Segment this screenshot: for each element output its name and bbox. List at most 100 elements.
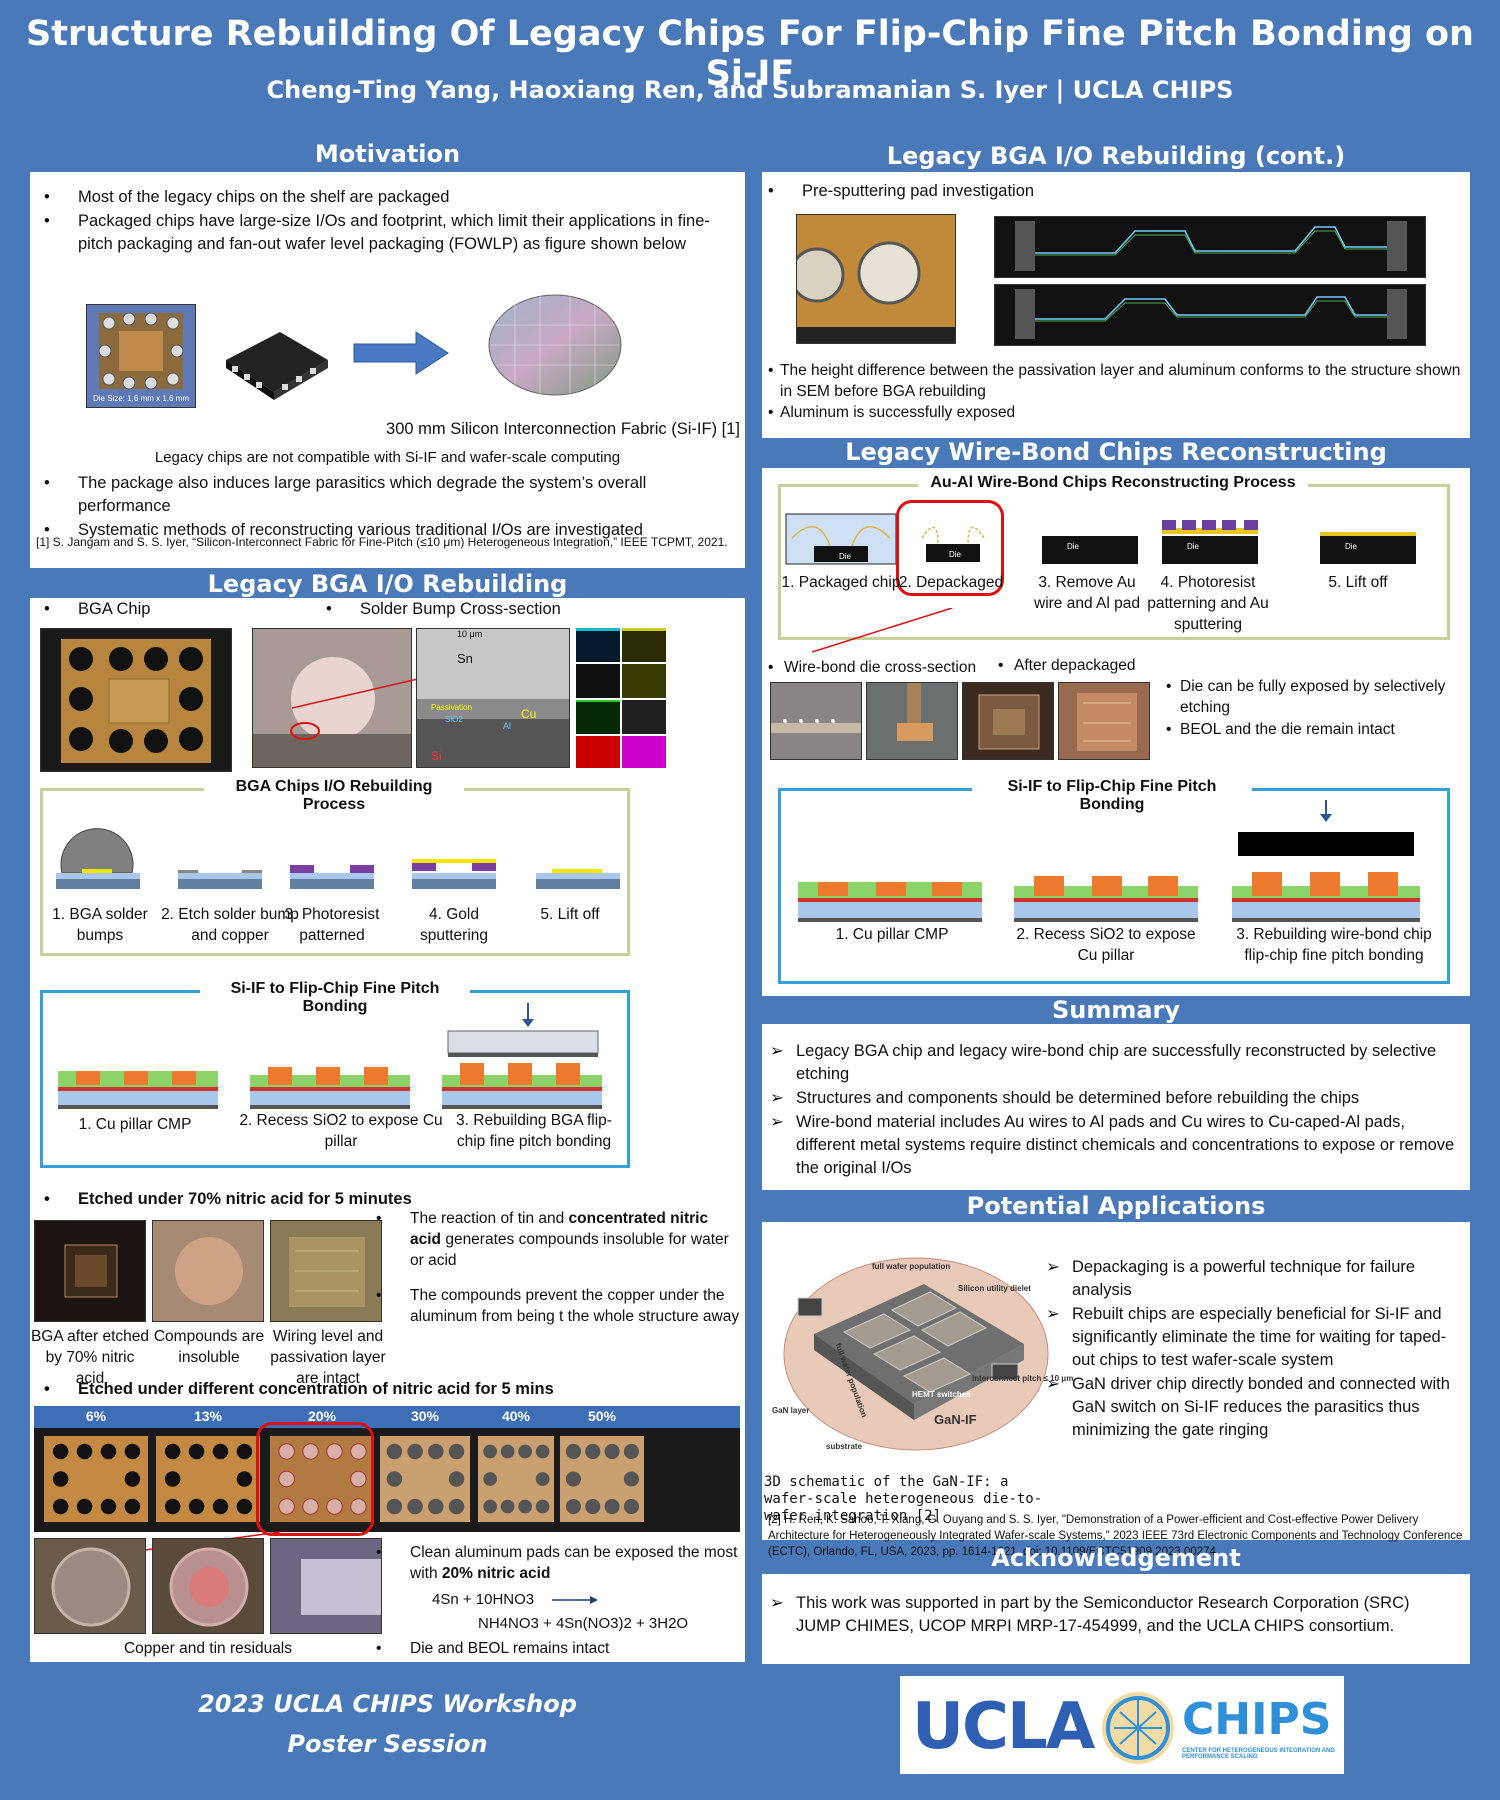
wirebond-heading: Legacy Wire-Bond Chips Reconstructing [845,438,1387,466]
bga-bond-step-3: 3. Rebuilding BGA flip-chip fine pitch b… [456,1112,612,1150]
conc-strip [34,1428,740,1532]
bga-chip-photo [40,628,232,772]
conc-chip-photo [156,1436,260,1522]
wirebond-process-diagram [785,513,1416,565]
bga-process-box [40,788,630,956]
wb-step-5-graphic [1320,532,1416,564]
conc-label: 30% [410,1408,440,1424]
conc-chip-photo [44,1436,148,1522]
conc-chip-photo [478,1436,554,1522]
schematic-caption: 3D schematic of the GaN-IF: a wafer-scal… [764,1474,1043,1524]
profile-plot-2 [994,284,1426,346]
wb-bond-step-1-graphic [798,882,982,922]
bga-panel: BGA Chip Solder Bump Cross-section 10 μm… [30,598,745,1662]
wafer-caption: 300 mm Silicon Interconnection Fabric (S… [386,420,740,438]
bga-heading: Legacy BGA I/O Rebuilding [207,570,568,598]
clean-bullet: Clean aluminum pads can be exposed the m… [370,1542,742,1584]
wb-photo-1 [770,682,862,760]
etch70-bullets: The reaction of tin and concentrated nit… [370,1208,742,1328]
ack-heading: Acknowledgement [991,1544,1241,1572]
wirebond-panel: Au-Al Wire-Bond Chips Reconstructing Pro… [762,468,1470,996]
motivation-bullet: The package also induces large parasitic… [38,472,728,518]
bga-process-diagram [56,828,620,889]
die-label: Die [1186,542,1199,551]
chips-globe-icon [1102,1692,1174,1764]
wb-bullet: Die can be fully exposed by selectively … [1160,676,1460,718]
bga-cont-bullets: • The height difference between the passi… [768,360,1468,423]
sem-label-al: Al [503,721,512,731]
callout-line [292,677,423,709]
bga-bond-diagram [58,1003,602,1109]
wb-step-3: 3. Remove Au wire and Al pad [1034,574,1140,612]
conc-label-bar [34,1406,740,1428]
reaction-arrow-icon [552,1596,598,1604]
etch70-photo-1 [34,1220,146,1322]
etch70-photo-2 [152,1220,264,1322]
wb-bond-title: Si-IF to Flip-Chip Fine Pitch Bonding [972,778,1252,814]
wb-step-4: 4. Photoresist patterning and Au sputter… [1147,574,1269,633]
bga-step-3: 3. Photoresist patterned [284,906,380,944]
motivation-bullet: Most of the legacy chips on the shelf ar… [38,186,728,209]
wb-bond-step-1: 1. Cu pillar CMP [835,926,949,943]
poster-title: Structure Rebuilding Of Legacy Chips For… [26,14,1474,94]
wb-photo-4 [1058,682,1150,760]
schematic-label: GaN layer [772,1406,810,1415]
etch70-photo-3 [270,1220,382,1322]
applications-ref: [2] H. Ren, K. Sahoo, T. Xiang, G. Ouyan… [768,1514,1463,1558]
conc-title: Etched under different concentration of … [38,1378,678,1401]
residual-photo-2 [152,1538,264,1634]
wb-bond-step-2-graphic [1014,876,1198,922]
etch70-title: Etched under 70% nitric acid for 5 minut… [38,1188,558,1211]
schematic-label: GaN-IF [934,1412,977,1427]
applications-bullet: Rebuilt chips are especially beneficial … [1042,1303,1462,1372]
conc-chip-photo [380,1436,470,1522]
wb-step-3-graphic [1042,536,1138,564]
motivation-bullets: Most of the legacy chips on the shelf ar… [38,186,728,257]
motivation-bullets-2: The package also induces large parasitic… [38,472,728,543]
sem-label-sio2: SiO2 [445,715,463,724]
step-4-graphic [412,859,496,889]
summary-bullet: Legacy BGA chip and legacy wire-bond chi… [766,1040,1456,1086]
pad-photo [796,214,956,344]
conc-label: 13% [193,1408,223,1424]
schematic-label: HEMT switches [912,1390,971,1399]
profile-plot-1 [994,216,1426,278]
cross-label: Wire-bond die cross-section [784,659,977,676]
cross-section-label: Solder Bump Cross-section [320,598,680,621]
step-1-graphic [56,828,140,889]
motivation-bullet: Packaged chips have large-size I/Os and … [38,210,728,256]
bond-step-3-graphic [442,1003,602,1109]
conc-labels: 6% 13% 20% 30% 40% 50% [34,1406,740,1428]
equation-reactants: 4Sn + 10HNO3 [432,1591,535,1608]
wb-step-1: 1. Packaged chip [781,574,901,591]
bga-step-1: 1. BGA solder bumps [52,906,148,944]
etch70-bullet-2: The compounds prevent the copper under t… [370,1285,742,1327]
bga-cont-heading: Legacy BGA I/O Rebuilding (cont.) [886,142,1346,170]
applications-heading: Potential Applications [966,1192,1266,1220]
bga-bond-step-2: 2. Recess SiO2 to expose Cu pillar [239,1112,443,1150]
logo-chips: CHIPS [1182,1694,1332,1745]
conc-label: 40% [501,1408,531,1424]
packaged-chip-photo: Die Size: 1.6 mm x 1.6 mm [86,304,196,408]
logo-ucla: UCLA [912,1690,1095,1764]
wb-bond-step-2: 2. Recess SiO2 to expose Cu pillar [1016,926,1196,964]
footer-line-2: Poster Session [287,1730,488,1758]
wb-bullet: BEOL and the die remain intact [1160,719,1460,740]
etch70-bullet-1: The reaction of tin and concentrated nit… [370,1208,742,1271]
sem-label-sn: Sn [457,651,473,666]
applications-panel: full wafer population Silicon utility die… [762,1222,1470,1558]
conc-label: 20% [307,1408,337,1424]
bga-step-4: 4. Gold sputtering [419,906,489,944]
sem-image: 10 μm Sn Passivation SiO2 Cu Al Si [416,628,570,768]
bga-step-2: 2. Etch solder bump and copper [161,906,299,944]
residual-caption: Copper and tin residuals [123,1640,293,1657]
summary-heading: Summary [1051,996,1181,1024]
eds-maps [576,628,666,768]
residual-photo-1 [34,1538,146,1634]
etch70-caption-2: Compounds are insoluble [153,1328,265,1366]
logo-sub: CENTER FOR HETEROGENEOUS INTEGRATION AND… [1182,1748,1335,1760]
schematic-label: Silicon utility dielet [958,1284,1031,1293]
die-label: Die [1066,542,1079,551]
bga-bond-title: Si-IF to Flip-Chip Fine Pitch Bonding [200,980,470,1016]
sem-scale: 10 μm [457,629,483,639]
